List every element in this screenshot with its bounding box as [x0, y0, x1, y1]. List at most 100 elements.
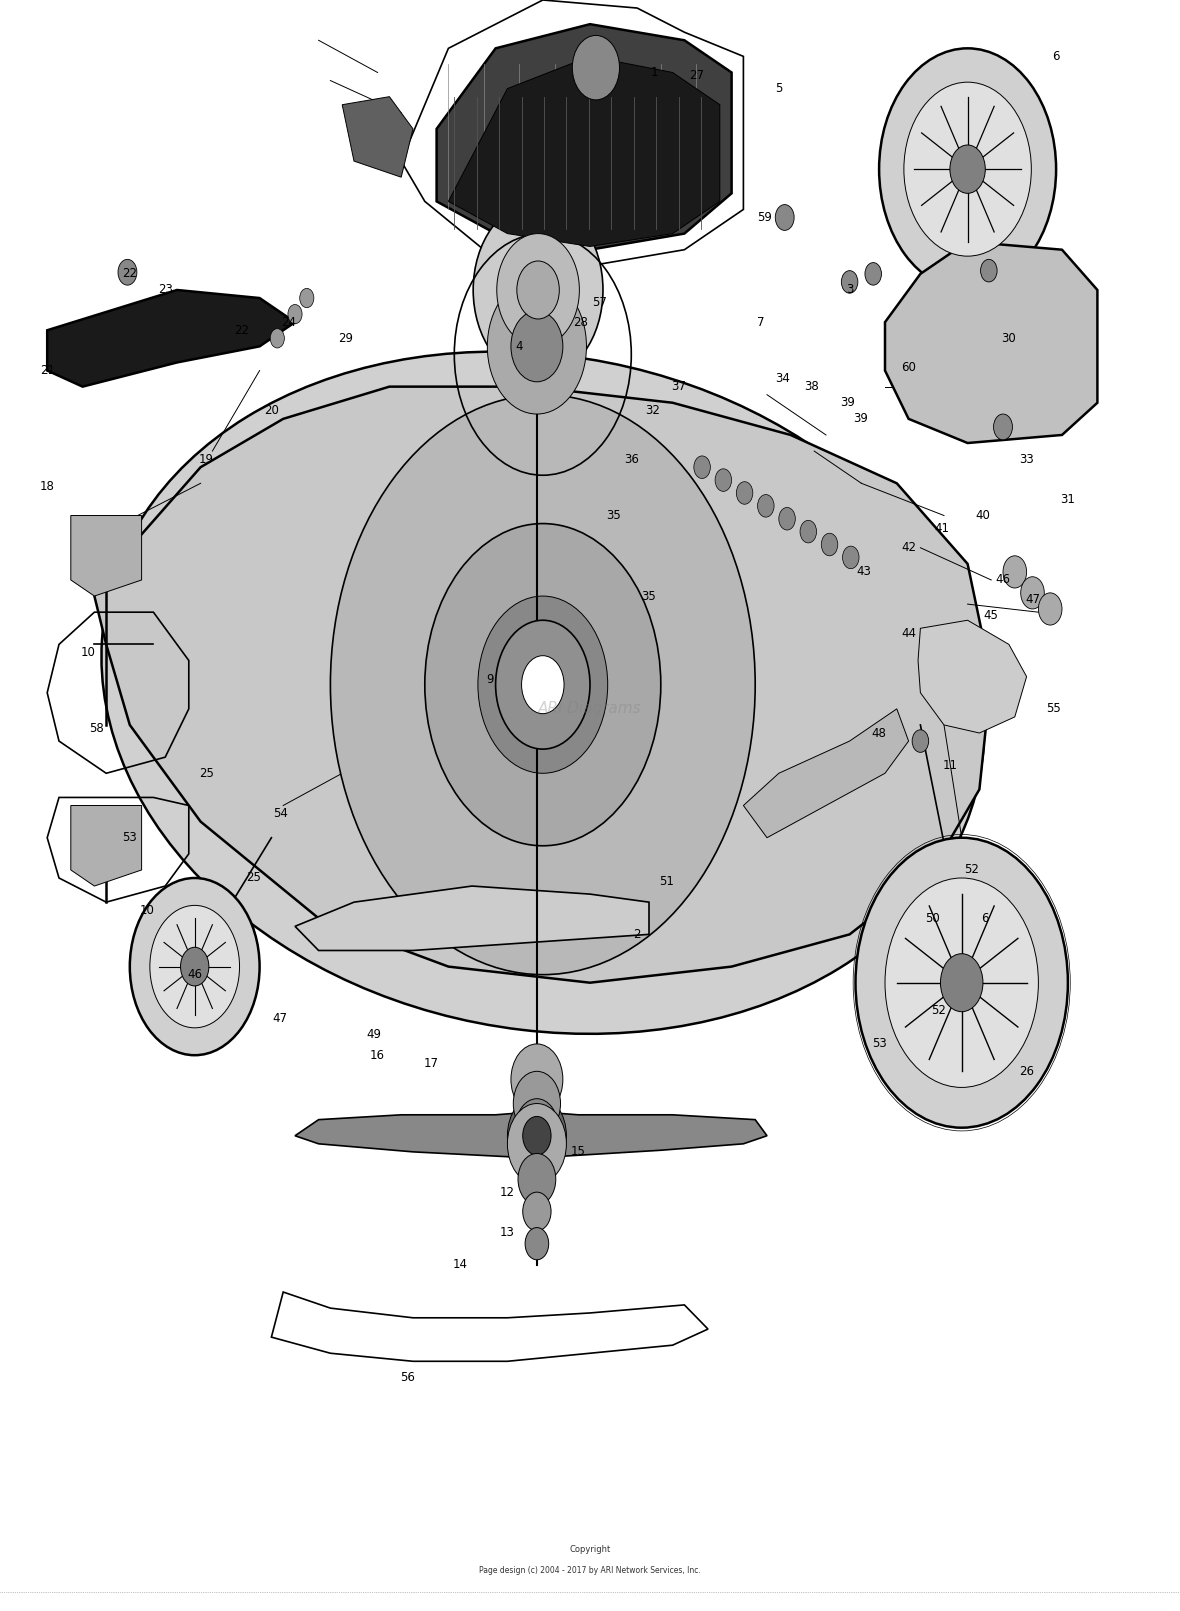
Text: 56: 56 [400, 1371, 414, 1384]
Circle shape [856, 838, 1068, 1128]
Text: 10: 10 [140, 904, 155, 917]
Text: 10: 10 [81, 646, 96, 659]
Text: 30: 30 [1002, 332, 1016, 345]
Circle shape [800, 520, 817, 543]
Circle shape [478, 596, 608, 773]
Text: 28: 28 [573, 316, 588, 329]
Text: 20: 20 [264, 404, 278, 417]
Text: 52: 52 [964, 863, 978, 876]
Text: 6: 6 [982, 912, 989, 925]
Circle shape [511, 1044, 563, 1115]
Circle shape [507, 1095, 566, 1176]
Circle shape [775, 205, 794, 230]
Text: 42: 42 [902, 541, 916, 554]
Polygon shape [448, 56, 720, 246]
Circle shape [288, 304, 302, 324]
Circle shape [270, 329, 284, 348]
Text: 48: 48 [872, 727, 886, 739]
Circle shape [522, 656, 564, 714]
Circle shape [779, 507, 795, 530]
Text: 46: 46 [188, 968, 202, 981]
Text: 53: 53 [123, 831, 137, 844]
Circle shape [300, 288, 314, 308]
Circle shape [912, 730, 929, 752]
Text: 29: 29 [339, 332, 353, 345]
Circle shape [1003, 556, 1027, 588]
Circle shape [130, 878, 260, 1055]
Text: 49: 49 [367, 1028, 381, 1041]
Ellipse shape [101, 351, 984, 1034]
Circle shape [885, 878, 1038, 1087]
Circle shape [950, 145, 985, 193]
Text: 18: 18 [40, 480, 54, 493]
Text: 16: 16 [371, 1049, 385, 1062]
Text: 3: 3 [846, 284, 853, 296]
Text: Page design (c) 2004 - 2017 by ARI Network Services, Inc.: Page design (c) 2004 - 2017 by ARI Netwo… [479, 1566, 701, 1576]
Text: 25: 25 [247, 872, 261, 884]
Text: 52: 52 [931, 1004, 945, 1017]
Polygon shape [71, 516, 142, 596]
Text: Copyright: Copyright [570, 1545, 610, 1555]
Polygon shape [342, 97, 413, 177]
Circle shape [843, 546, 859, 569]
Circle shape [1021, 577, 1044, 609]
Circle shape [523, 1192, 551, 1231]
Polygon shape [295, 1112, 767, 1160]
Circle shape [865, 263, 881, 285]
Circle shape [425, 524, 661, 846]
Text: 36: 36 [624, 453, 638, 466]
Text: 39: 39 [840, 396, 854, 409]
Circle shape [523, 1116, 551, 1155]
Polygon shape [437, 24, 732, 250]
Text: 35: 35 [642, 590, 656, 603]
Text: 51: 51 [660, 875, 674, 888]
Text: 43: 43 [857, 565, 871, 578]
Polygon shape [47, 290, 295, 387]
Text: 2: 2 [634, 928, 641, 941]
Text: ARi Diagrams: ARi Diagrams [538, 701, 642, 717]
Text: 15: 15 [571, 1145, 585, 1158]
Circle shape [507, 1104, 566, 1184]
Circle shape [841, 271, 858, 293]
Text: 1: 1 [651, 66, 658, 79]
Circle shape [517, 261, 559, 319]
Text: 17: 17 [424, 1057, 438, 1070]
Polygon shape [94, 387, 991, 983]
Circle shape [118, 259, 137, 285]
Circle shape [511, 311, 563, 382]
Text: 40: 40 [976, 509, 990, 522]
Circle shape [181, 947, 209, 986]
Circle shape [572, 35, 620, 100]
Circle shape [496, 620, 590, 749]
Text: 37: 37 [671, 380, 686, 393]
Text: 6: 6 [1053, 50, 1060, 63]
Circle shape [525, 1228, 549, 1260]
Text: 23: 23 [158, 284, 172, 296]
Text: 19: 19 [199, 453, 214, 466]
Text: 27: 27 [689, 69, 703, 82]
Text: 22: 22 [235, 324, 249, 337]
Circle shape [758, 495, 774, 517]
Text: 38: 38 [805, 380, 819, 393]
Text: 25: 25 [199, 767, 214, 780]
Circle shape [736, 482, 753, 504]
Text: 7: 7 [758, 316, 765, 329]
Text: 54: 54 [274, 807, 288, 820]
Text: 44: 44 [902, 627, 916, 640]
Text: 13: 13 [500, 1226, 514, 1239]
Circle shape [981, 259, 997, 282]
Circle shape [497, 234, 579, 346]
Text: 22: 22 [123, 267, 137, 280]
Text: 59: 59 [758, 211, 772, 224]
Text: 5: 5 [775, 82, 782, 95]
Text: 47: 47 [273, 1012, 287, 1025]
Polygon shape [743, 709, 909, 838]
Text: 32: 32 [645, 404, 660, 417]
Text: 39: 39 [853, 412, 867, 425]
Polygon shape [295, 886, 649, 950]
Circle shape [904, 82, 1031, 256]
Text: 26: 26 [1020, 1065, 1034, 1078]
Polygon shape [71, 806, 142, 886]
Text: 50: 50 [925, 912, 939, 925]
Circle shape [879, 48, 1056, 290]
